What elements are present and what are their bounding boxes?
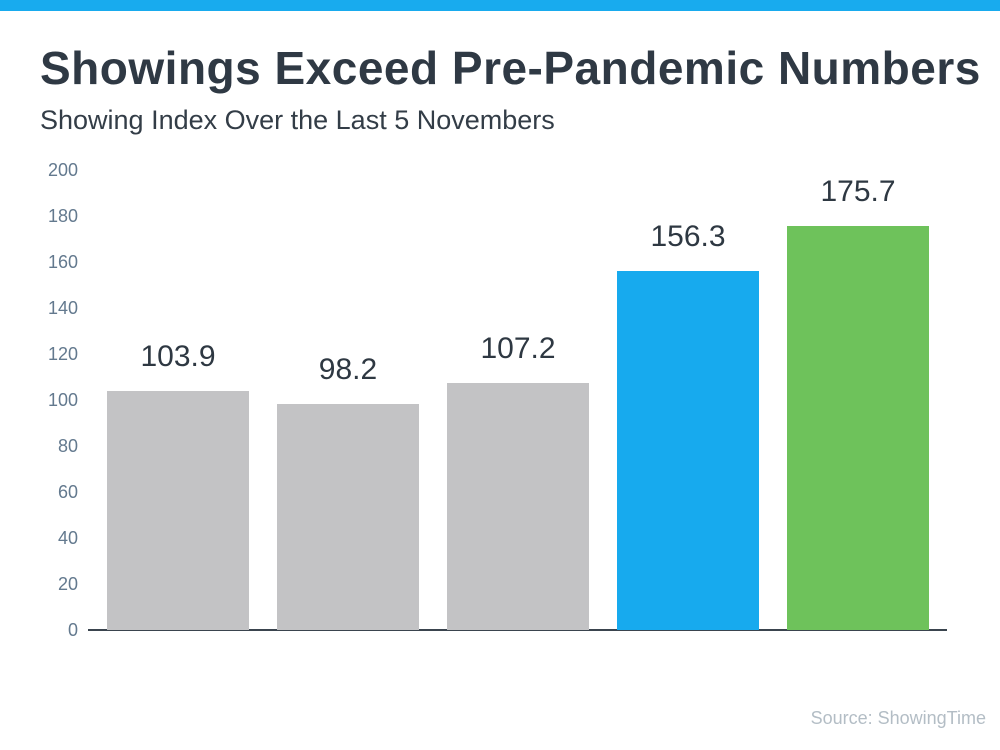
bar-value-label: 175.7 [820,175,896,208]
bar-value-label: 98.2 [318,353,378,386]
y-axis-tick-label: 200 [47,160,78,180]
bar-2017 [107,391,249,630]
bar-2020 [617,271,759,630]
y-axis-tick-label: 40 [57,528,78,548]
chart-title: Showings Exceed Pre-Pandemic Numbers [40,42,981,94]
y-axis-tick-label: 100 [47,390,78,410]
y-axis-tick-label: 160 [47,252,78,272]
bar-2018 [277,404,419,630]
x-axis-line [88,629,947,631]
y-axis-tick-label: 120 [47,344,78,364]
bar-2019 [447,383,589,630]
y-axis-tick-label: 80 [57,436,78,456]
bar-value-label: 103.9 [140,340,216,373]
bar-value-label: 156.3 [650,220,726,253]
bar-value-label: 107.2 [480,332,556,365]
y-axis-tick-label: 0 [67,620,78,640]
bar-chart: 020406080100120140160180200103.9201798.2… [0,150,1000,710]
y-axis-tick-label: 140 [47,298,78,318]
chart-subtitle: Showing Index Over the Last 5 Novembers [40,105,555,135]
y-axis-tick-label: 20 [57,574,78,594]
bar-2021 [787,226,929,630]
y-axis-tick-label: 180 [47,206,78,226]
accent-top-strip [0,0,1000,11]
y-axis-tick-label: 60 [57,482,78,502]
source-attribution: Source: ShowingTime [810,708,986,728]
